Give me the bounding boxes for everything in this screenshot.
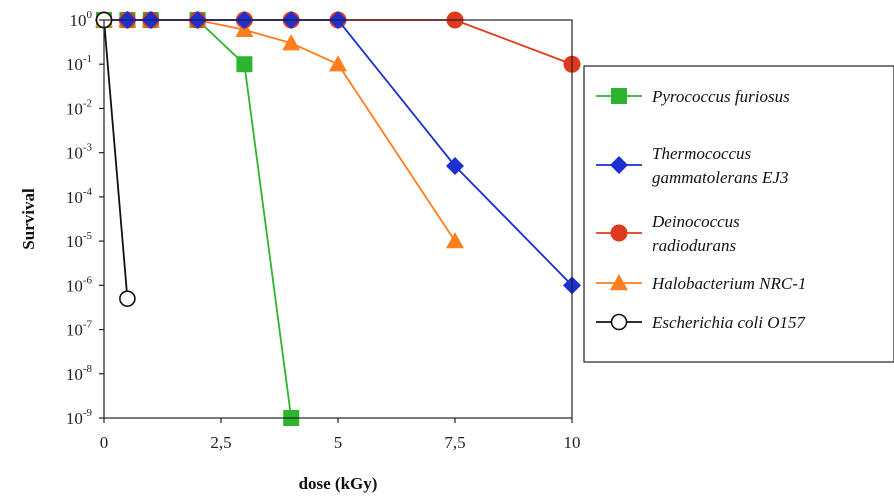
legend-entry-3: Deinococcus radiodurans xyxy=(596,212,740,255)
y-tick-label: 10-8 xyxy=(66,363,93,384)
axes: 0 2,5 5 7,5 10 100 10-1 10-2 10-3 10-4 10-5 10-6 10-… xyxy=(19,9,581,493)
legend-label: gammatolerans EJ3 xyxy=(652,168,788,187)
legend-label: Thermococcus xyxy=(652,144,752,163)
x-tick-label: 0 xyxy=(100,433,109,452)
series-2 xyxy=(95,11,581,295)
data-point xyxy=(119,290,136,307)
y-tick-label: 10-4 xyxy=(66,186,93,207)
series-line xyxy=(104,19,293,419)
x-tick-label: 2,5 xyxy=(210,433,231,452)
series-4 xyxy=(95,11,464,249)
legend-entry-1: Pyrococcus furiosus xyxy=(596,87,790,106)
legend: Pyrococcus furiosus Thermococcus gammatole… xyxy=(583,65,894,363)
legend-marker xyxy=(610,156,628,174)
series-1 xyxy=(96,12,300,426)
y-tick-label: 10-3 xyxy=(66,142,93,163)
legend-label: Halobacterium NRC-1 xyxy=(651,274,806,293)
y-tick-label: 10-1 xyxy=(66,53,92,74)
y-tick-label: 10-2 xyxy=(66,97,92,118)
series-5 xyxy=(95,11,136,307)
data-point xyxy=(282,34,301,51)
legend-box xyxy=(583,65,894,363)
legend-label: Escherichia coli O157 xyxy=(651,313,806,332)
legend-label: Pyrococcus furiosus xyxy=(651,87,790,106)
legend-entry-2: Thermococcus gammatolerans EJ3 xyxy=(596,144,788,187)
legend-entry-4: Halobacterium NRC-1 xyxy=(596,274,806,293)
data-point xyxy=(446,232,464,249)
series-line xyxy=(104,19,456,242)
legend-marker xyxy=(610,313,628,331)
plot-area xyxy=(95,11,581,426)
y-tick-label: 10-5 xyxy=(66,230,93,251)
y-axis-title: Survival xyxy=(19,188,38,250)
data-point xyxy=(236,56,253,73)
data-point xyxy=(446,156,464,175)
legend-marker xyxy=(610,274,628,291)
x-tick-label: 7,5 xyxy=(444,433,465,452)
x-axis-title: dose (kGy) xyxy=(299,474,378,493)
legend-entry-5: Escherichia coli O157 xyxy=(596,313,806,332)
series-line xyxy=(103,19,129,299)
legend-label: radiodurans xyxy=(652,236,736,255)
legend-label: Deinococcus xyxy=(651,212,740,231)
y-tick-label: 10-7 xyxy=(66,319,93,340)
legend-marker xyxy=(611,88,627,104)
data-point xyxy=(329,55,347,72)
plot-frame xyxy=(103,19,573,419)
legend-marker xyxy=(610,224,628,242)
y-tick-label: 10-9 xyxy=(66,407,93,428)
x-tick-label: 5 xyxy=(334,433,343,452)
y-tick-label: 10-6 xyxy=(66,274,93,295)
y-tick-label: 100 xyxy=(70,9,93,30)
x-tick-label: 10 xyxy=(564,433,581,452)
